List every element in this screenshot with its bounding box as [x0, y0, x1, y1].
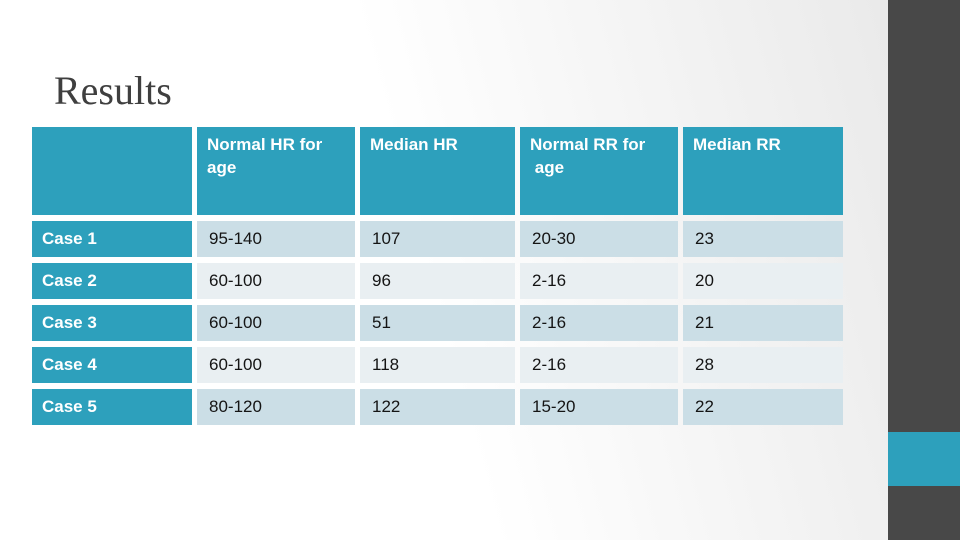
row-header-label: Case 3: [32, 305, 192, 341]
right-sidebar-band: [888, 0, 960, 540]
table-row-case-5: Case 5 80-120 122 15-20 22: [32, 389, 843, 425]
column-header-median-hr: Median HR: [360, 127, 515, 215]
row-header-label: Case 2: [32, 263, 192, 299]
column-header-empty: [32, 127, 192, 215]
cell-normal-hr: 60-100: [197, 347, 355, 383]
cell-normal-rr: 2-16: [520, 305, 678, 341]
table-row-case-3: Case 3 60-100 51 2-16 21: [32, 305, 843, 341]
table-row-case-1: Case 1 95-140 107 20-30 23: [32, 221, 843, 257]
cell-median-hr: 96: [360, 263, 515, 299]
slide-title: Results: [54, 67, 172, 113]
table-row-case-4: Case 4 60-100 118 2-16 28: [32, 347, 843, 383]
row-header-label: Case 4: [32, 347, 192, 383]
cell-median-hr: 107: [360, 221, 515, 257]
cell-median-rr: 23: [683, 221, 843, 257]
cell-normal-rr: 15-20: [520, 389, 678, 425]
column-header-normal-hr: Normal HR for age: [197, 127, 355, 215]
row-header-label: Case 5: [32, 389, 192, 425]
sidebar-accent-square: [888, 432, 960, 486]
cell-normal-rr: 2-16: [520, 263, 678, 299]
cell-median-hr: 51: [360, 305, 515, 341]
cell-normal-rr: 20-30: [520, 221, 678, 257]
cell-median-rr: 22: [683, 389, 843, 425]
cell-normal-hr: 80-120: [197, 389, 355, 425]
cell-normal-hr: 95-140: [197, 221, 355, 257]
table-header-row: Normal HR for age Median HR Normal RR fo…: [32, 127, 843, 215]
results-table: Normal HR for age Median HR Normal RR fo…: [27, 121, 848, 431]
cell-median-rr: 28: [683, 347, 843, 383]
cell-median-rr: 21: [683, 305, 843, 341]
row-header-label: Case 1: [32, 221, 192, 257]
cell-median-hr: 118: [360, 347, 515, 383]
cell-normal-rr: 2-16: [520, 347, 678, 383]
table-row-case-2: Case 2 60-100 96 2-16 20: [32, 263, 843, 299]
column-header-normal-rr: Normal RR for age: [520, 127, 678, 215]
cell-median-rr: 20: [683, 263, 843, 299]
cell-normal-hr: 60-100: [197, 305, 355, 341]
cell-normal-hr: 60-100: [197, 263, 355, 299]
cell-median-hr: 122: [360, 389, 515, 425]
column-header-median-rr: Median RR: [683, 127, 843, 215]
